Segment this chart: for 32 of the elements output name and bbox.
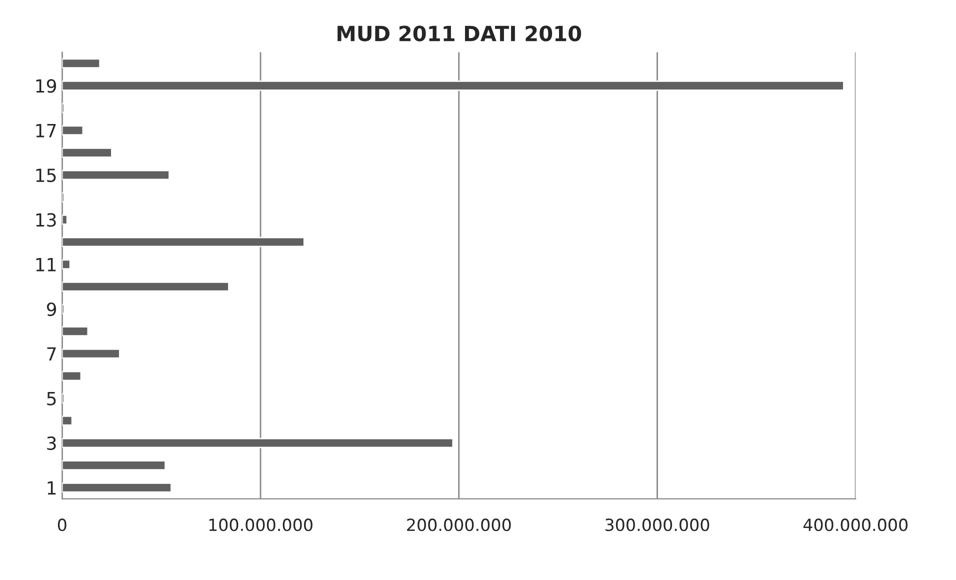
x-tick-label: 300.000.000 <box>606 518 710 532</box>
bar <box>62 282 230 292</box>
y-tick-label: 11 <box>36 258 56 272</box>
bar <box>62 370 82 382</box>
bar <box>62 214 68 225</box>
y-tick-label: 17 <box>36 124 56 138</box>
bar <box>62 348 120 359</box>
bar <box>62 326 89 336</box>
bar <box>62 460 166 470</box>
x-tick-label: 0 <box>58 518 66 532</box>
bar <box>62 438 454 448</box>
bar <box>62 170 170 180</box>
y-tick-label: 15 <box>36 168 56 182</box>
bar <box>62 125 84 136</box>
y-tick-label: 3 <box>47 436 56 450</box>
bar <box>62 148 112 158</box>
y-tick-label: 19 <box>36 79 56 93</box>
y-tick-label: 1 <box>48 481 56 494</box>
bar <box>62 80 844 91</box>
x-tick-label: 100.000.000 <box>209 518 312 532</box>
bar <box>62 415 73 426</box>
chart-title: MUD 2011 DATI 2010 <box>338 26 582 42</box>
bar <box>62 482 172 493</box>
bar <box>62 259 71 270</box>
x-tick-label: 200.000.000 <box>407 518 511 532</box>
bar <box>62 236 305 248</box>
y-tick-label: 13 <box>36 213 56 227</box>
y-tick-label: 7 <box>47 347 56 361</box>
bar <box>62 58 101 69</box>
x-tick-label: 400.000.000 <box>803 518 908 532</box>
y-tick-label: 5 <box>47 392 56 406</box>
y-tick-label: 9 <box>46 302 56 316</box>
